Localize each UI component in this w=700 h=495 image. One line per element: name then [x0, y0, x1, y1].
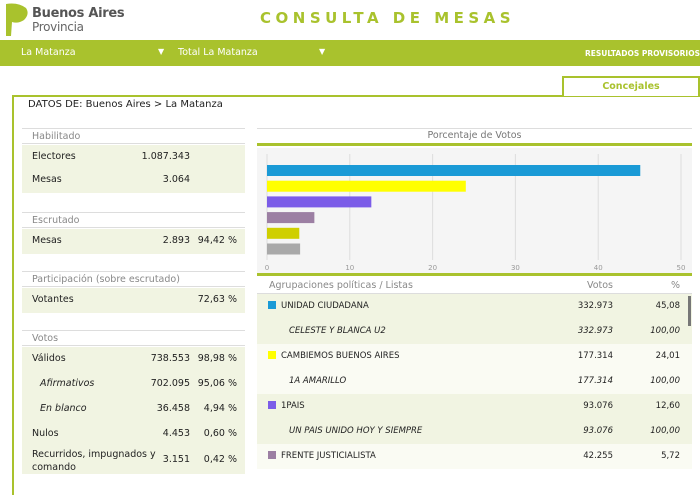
stat-pct: 0,42 % — [203, 454, 237, 465]
stat-label: Electores — [32, 151, 76, 162]
stat-label: Votantes — [32, 294, 74, 305]
section-header: Escrutado — [22, 212, 245, 228]
chart-title: Porcentaje de Votos — [257, 128, 692, 146]
section-body: Electores 1.087.343 Mesas 3.064 — [22, 145, 245, 193]
list-row[interactable]: UN PAIS UNIDO HOY Y SIEMPRE 93.076 100,0… — [257, 419, 692, 444]
content-frame — [12, 95, 700, 495]
tick-label: 0 — [265, 264, 269, 272]
header-votes: Votos — [586, 280, 613, 291]
province-logo-icon — [6, 3, 28, 36]
scrollbar[interactable] — [688, 296, 691, 326]
bar — [267, 196, 372, 208]
stat-value: 738.553 — [150, 353, 190, 364]
stat-value: 3.151 — [162, 454, 190, 465]
row-votes: 93.076 — [583, 401, 613, 411]
stat-value: 3.064 — [162, 174, 190, 185]
party-row[interactable]: 1PAIS 93.076 12,60 — [257, 394, 692, 419]
section-body: Votantes 72,63 % — [22, 288, 245, 313]
row-pct: 100,00 — [650, 376, 680, 386]
list-row[interactable]: 1A AMARILLO 177.314 100,00 — [257, 369, 692, 394]
stat-value: 702.095 — [150, 378, 190, 389]
tick-label: 50 — [677, 264, 686, 272]
stat-pct: 0,60 % — [203, 428, 237, 439]
stat-value: 2.893 — [162, 235, 190, 246]
row-pct: 100,00 — [650, 326, 680, 336]
bar — [267, 212, 315, 224]
party-row[interactable]: UNIDAD CIUDADANA 332.973 45,08 — [257, 294, 692, 319]
row-name: 1A AMARILLO — [289, 376, 347, 386]
chevron-down-icon[interactable]: ▼ — [158, 47, 165, 56]
stat-label: En blanco — [40, 403, 87, 414]
bar — [267, 180, 466, 192]
stat-pct: 98,98 % — [197, 353, 237, 364]
header-parties: Agrupaciones políticas / Listas — [269, 280, 413, 291]
section-header: Votos — [22, 330, 245, 346]
page-title: CONSULTA DE MESAS — [260, 9, 516, 27]
row-name: UNIDAD CIUDADANA — [281, 301, 369, 311]
color-swatch-icon — [268, 351, 276, 359]
tick-label: 30 — [511, 264, 520, 272]
color-swatch-icon — [268, 451, 276, 459]
row-pct: 5,72 — [661, 451, 680, 461]
row-pct: 100,00 — [650, 426, 680, 436]
party-row[interactable]: FRENTE JUSTICIALISTA 42.255 5,72 — [257, 444, 692, 469]
bar — [267, 243, 301, 255]
header-pct: % — [670, 280, 680, 291]
bar — [267, 227, 300, 239]
status-label: RESULTADOS PROVISORIOS — [584, 49, 700, 58]
section-header: Habilitado — [22, 128, 245, 144]
section-body: Mesas 2.893 94,42 % — [22, 229, 245, 254]
stat-pct: 72,63 % — [197, 294, 237, 305]
party-row[interactable]: CAMBIEMOS BUENOS AIRES 177.314 24,01 — [257, 344, 692, 369]
stat-label: Afirmativos — [40, 378, 95, 389]
scope-select[interactable]: Total La Matanza — [178, 47, 258, 58]
section-body: Válidos 738.553 98,98 % Afirmativos 702.… — [22, 347, 245, 474]
row-pct: 12,60 — [655, 401, 680, 411]
stat-pct: 4,94 % — [203, 403, 237, 414]
row-votes: 177.314 — [577, 376, 613, 386]
brand-subtitle: Provincia — [32, 20, 84, 34]
stat-value: 4.453 — [162, 428, 190, 439]
row-pct: 24,01 — [655, 351, 680, 361]
row-name: CAMBIEMOS BUENOS AIRES — [281, 351, 400, 361]
stat-pct: 95,06 % — [197, 378, 237, 389]
stat-pct: 94,42 % — [197, 235, 237, 246]
stat-value: 36.458 — [156, 403, 190, 414]
bar — [267, 165, 641, 176]
row-name: CELESTE Y BLANCA U2 — [289, 326, 386, 336]
brand-name: Buenos Aires — [32, 6, 125, 21]
row-votes: 42.255 — [583, 451, 613, 461]
color-swatch-icon — [268, 301, 276, 309]
row-name: FRENTE JUSTICIALISTA — [281, 451, 376, 461]
tick-label: 40 — [594, 264, 603, 272]
row-votes: 332.973 — [577, 326, 613, 336]
tab-concejales[interactable]: Concejales — [562, 76, 700, 96]
stat-value: 1.087.343 — [141, 151, 190, 162]
row-name: UN PAIS UNIDO HOY Y SIEMPRE — [289, 426, 423, 436]
color-swatch-icon — [268, 401, 276, 409]
stat-label: Nulos — [32, 428, 59, 439]
table-header: Agrupaciones políticas / Listas Votos % — [257, 279, 692, 294]
list-row[interactable]: CELESTE Y BLANCA U2 332.973 100,00 — [257, 319, 692, 344]
tick-label: 20 — [428, 264, 437, 272]
stat-label: Mesas — [32, 174, 62, 185]
row-votes: 93.076 — [583, 426, 613, 436]
section-header: Participación (sobre escrutado) — [22, 271, 245, 287]
breadcrumb: DATOS DE: Buenos Aires > La Matanza — [28, 99, 223, 110]
chevron-down-icon[interactable]: ▼ — [319, 47, 326, 56]
stat-label: Recurridos, impugnados y comando — [32, 449, 156, 473]
nav-bar: La Matanza ▼ Total La Matanza ▼ RESULTAD… — [0, 40, 700, 66]
tick-label: 10 — [345, 264, 354, 272]
row-pct: 45,08 — [655, 301, 680, 311]
stat-label: Válidos — [32, 353, 66, 364]
row-name: 1PAIS — [281, 401, 305, 411]
row-votes: 177.314 — [577, 351, 613, 361]
stat-label: Mesas — [32, 235, 62, 246]
row-votes: 332.973 — [577, 301, 613, 311]
district-select[interactable]: La Matanza — [21, 47, 76, 58]
vote-percentage-chart: 0 10 20 30 40 50 — [257, 148, 692, 276]
